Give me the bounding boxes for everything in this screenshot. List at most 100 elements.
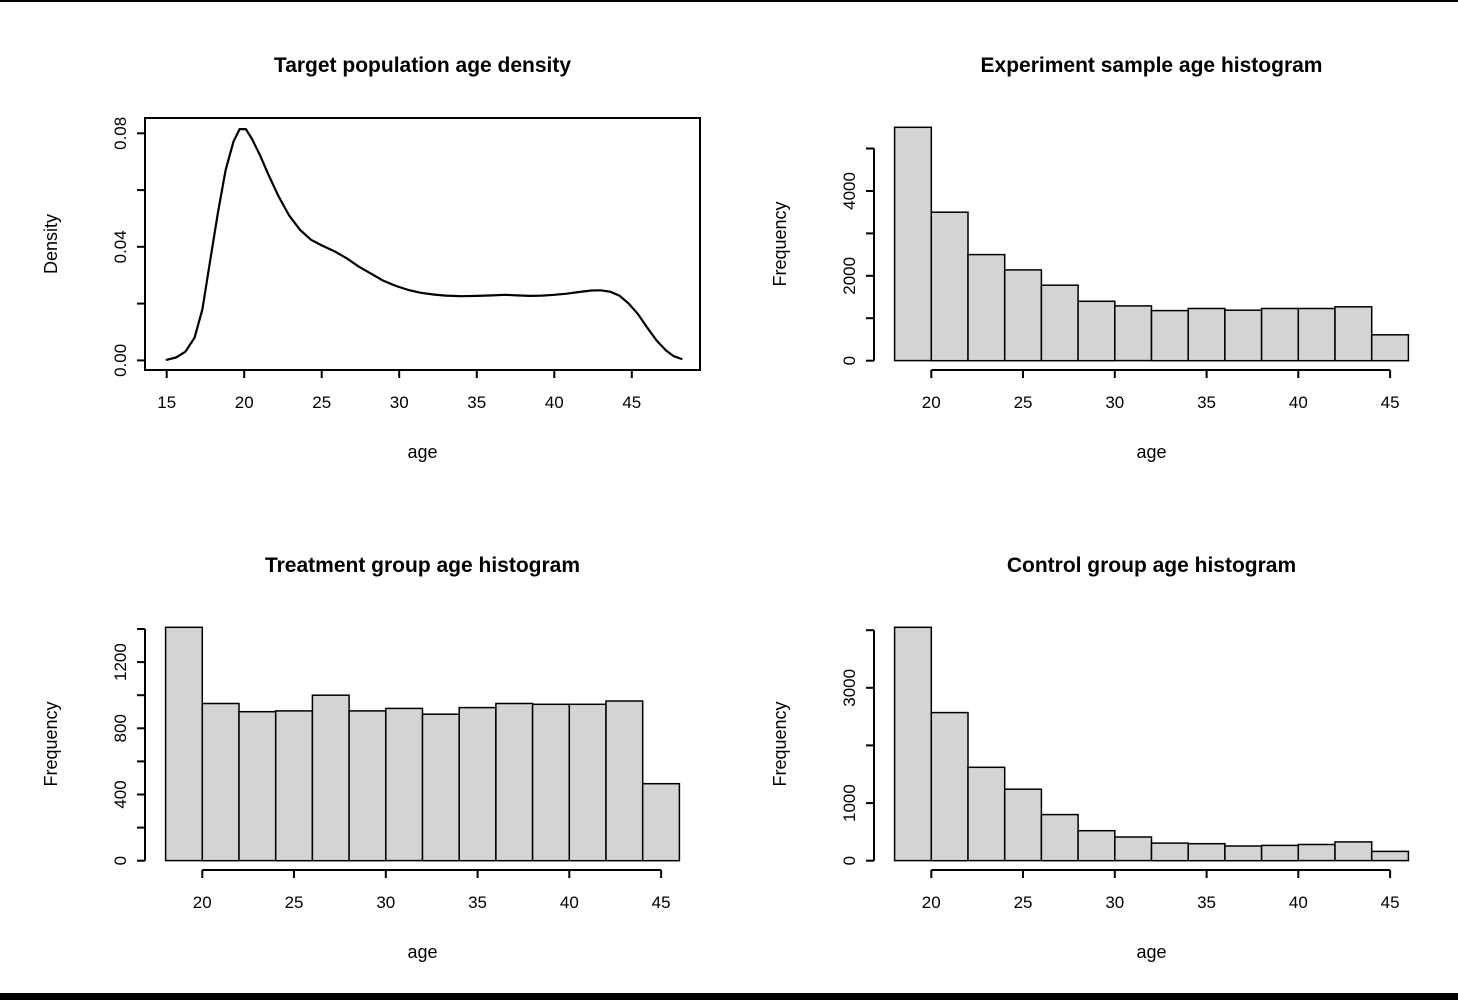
density-curve [165,128,683,361]
histogram-bar-32-34 [1150,309,1189,362]
histogram-bar-38-40 [531,703,571,862]
histogram-bar-24-26 [274,710,314,862]
histogram-bar-22-24 [967,253,1006,362]
histogram-bar-22-24 [967,766,1006,862]
histogram-bar-34-36 [1187,842,1226,862]
y-tick-label-0.04: 0.04 [111,230,130,263]
x-tick-label-40: 40 [560,893,579,912]
y-tick-label-400: 400 [111,780,130,808]
histogram-bar-20-22 [201,702,240,862]
plot-title: Treatment group age histogram [265,554,580,577]
x-tick-label-35: 35 [468,893,487,912]
histogram-bar-40-42 [1297,307,1336,362]
histogram-bar-40-42 [1297,843,1336,862]
y-tick-label-1200: 1200 [111,643,130,681]
plot-title: Target population age density [274,54,571,77]
histogram-bar-42-44 [1334,841,1373,862]
histogram-bar-32-34 [421,713,460,862]
histogram-bar-36-38 [495,702,534,862]
panel-experiment-histogram: 20 25 30 35 40 45 0 2000 4000 Experiment sample a… [729,0,1458,505]
experiment-histogram-plot: 20 25 30 35 40 45 0 2000 4000 Experiment sample a… [770,54,1410,462]
x-tick-label-45: 45 [1381,393,1400,412]
x-tick-label-15: 15 [157,393,176,412]
y-axis-title: Frequency [770,701,790,786]
histogram-bar-34-36 [1187,307,1226,362]
x-tick-label-35: 35 [467,393,486,412]
x-tick-label-20: 20 [922,893,941,912]
y-axis-title: Frequency [41,701,61,786]
histogram-bar-20-22 [930,211,969,362]
y-axis-title: Density [41,214,61,274]
x-axis-title: age [1136,942,1166,962]
histogram-bar-30-32 [385,707,424,862]
histogram-bar-36-38 [1224,309,1263,362]
plot-title: Control group age histogram [1007,554,1296,577]
treatment-histogram-plot: 20 25 30 35 40 45 0 400 800 1200 Treatment group a… [41,554,681,962]
panel-control-histogram: 20 25 30 35 40 45 0 1000 3000 Control group age h… [729,500,1458,998]
y-tick-label-0.00: 0.00 [111,344,130,377]
histogram-bar-20-22 [930,711,969,862]
x-tick-label-45: 45 [1381,893,1400,912]
bottom-border-bar [0,993,1458,1000]
x-tick-label-25: 25 [312,393,331,412]
histogram-bar-32-34 [1150,842,1189,862]
histogram-bar-40-42 [568,703,607,862]
x-tick-label-40: 40 [545,393,564,412]
x-tick-label-30: 30 [376,893,395,912]
x-tick-label-25: 25 [285,893,304,912]
x-tick-label-30: 30 [1105,893,1124,912]
x-tick-label-20: 20 [235,393,254,412]
histogram-bar-28-30 [348,710,387,862]
x-tick-label-20: 20 [193,893,212,912]
y-tick-label-0: 0 [111,856,130,865]
x-tick-label-25: 25 [1014,893,1033,912]
x-tick-label-30: 30 [1105,393,1124,412]
histogram-bar-30-32 [1114,305,1153,362]
x-tick-label-45: 45 [622,393,641,412]
histogram-bar-42-44 [1334,306,1373,362]
x-tick-label-45: 45 [652,893,671,912]
histogram-bar-18-20 [893,126,933,362]
histogram-bar-26-28 [311,694,350,862]
x-tick-label-25: 25 [1014,393,1033,412]
histogram-bar-38-40 [1260,307,1300,362]
panel-treatment-histogram: 20 25 30 35 40 45 0 400 800 1200 Treatment group a… [0,500,729,998]
histogram-bar-26-28 [1040,813,1079,862]
histogram-bar-18-20 [164,626,204,862]
y-tick-label-4000: 4000 [840,172,859,210]
x-tick-label-30: 30 [390,393,409,412]
y-tick-label-1000: 1000 [840,784,859,822]
histogram-bar-34-36 [458,706,497,862]
histogram-bar-44-46 [641,782,681,862]
y-tick-label-3000: 3000 [840,669,859,707]
y-tick-label-0: 0 [840,356,859,365]
histogram-bar-24-26 [1003,269,1043,362]
histogram-bar-28-30 [1077,300,1116,362]
y-tick-label-0: 0 [840,856,859,865]
histogram-bar-18-20 [893,626,933,862]
panel-target-density: 15 20 25 30 35 40 45 0.00 0.04 0.08 Target populat… [0,0,729,505]
histogram-bar-26-28 [1040,284,1079,362]
histogram-bar-42-44 [605,700,644,862]
histogram-bar-38-40 [1260,844,1300,862]
target-density-plot: 15 20 25 30 35 40 45 0.00 0.04 0.08 Target populat… [41,54,701,462]
x-tick-label-35: 35 [1197,893,1216,912]
histogram-bar-30-32 [1114,836,1153,862]
histogram-bar-44-46 [1370,850,1410,862]
x-tick-label-20: 20 [922,393,941,412]
y-tick-label-800: 800 [111,714,130,742]
histogram-bar-24-26 [1003,788,1043,862]
y-axis-title: Frequency [770,201,790,286]
y-tick-label-0.08: 0.08 [111,117,130,150]
control-histogram-plot: 20 25 30 35 40 45 0 1000 3000 Control group age h… [770,554,1410,962]
x-tick-label-40: 40 [1289,393,1308,412]
top-border-line [0,0,1458,2]
y-tick-label-2000: 2000 [840,257,859,295]
x-axis-title: age [407,942,437,962]
plot-box [144,117,701,371]
x-tick-label-35: 35 [1197,393,1216,412]
x-axis-title: age [1136,442,1166,462]
histogram-bar-44-46 [1370,334,1410,362]
histogram-bar-22-24 [238,710,277,862]
